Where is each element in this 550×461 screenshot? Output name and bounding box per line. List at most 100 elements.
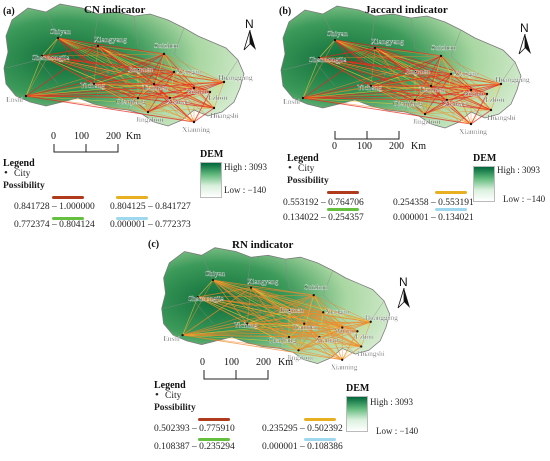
city-dot <box>356 330 359 333</box>
city-label: Xiaogan <box>325 308 350 316</box>
connection-line <box>25 83 95 97</box>
connection-line <box>470 89 492 111</box>
city-label: Huangshi <box>487 113 516 122</box>
connection-line <box>182 323 248 336</box>
connection-line <box>197 294 314 298</box>
connection-line <box>318 39 336 59</box>
scale-tick: 0 <box>200 357 205 368</box>
city-label: Suizhou <box>154 41 179 50</box>
connection-line <box>247 310 290 324</box>
city-label: Qianjiang <box>393 99 423 108</box>
city-dot <box>439 54 443 58</box>
city-label: Xiantao <box>166 97 190 106</box>
connection-line <box>93 53 165 85</box>
legend-city: City <box>14 169 31 179</box>
connection-line <box>247 323 358 332</box>
connection-line <box>374 47 442 57</box>
connection-line <box>25 37 59 97</box>
connection-line <box>318 57 432 87</box>
north-arrow: N <box>396 275 412 309</box>
panel-b: Shiyan Xiangyang Suizhou Shennongjia Jingmen… <box>275 0 550 230</box>
legend-range: 0.000001 – 0.134021 <box>393 213 474 223</box>
connection-line <box>470 83 502 125</box>
city-dot <box>341 358 344 361</box>
connection-line <box>319 312 324 338</box>
connection-line <box>304 321 371 324</box>
connection-line <box>313 294 371 323</box>
connection-line <box>182 294 314 336</box>
connection-line <box>25 95 215 109</box>
city-dot <box>301 96 305 100</box>
connection-line <box>193 81 225 123</box>
north-arrow-icon <box>397 288 410 309</box>
city-dot <box>136 96 140 100</box>
scale-tick: 100 <box>74 131 89 142</box>
connection-line <box>302 39 336 99</box>
city-dot <box>168 96 172 100</box>
connection-line <box>193 107 215 123</box>
connection-line <box>370 85 416 101</box>
city-label: Tianmen <box>293 323 318 331</box>
county-boundary <box>233 295 261 343</box>
connection-line <box>193 87 211 93</box>
legend-range: 0.108387 – 0.235294 <box>154 442 235 452</box>
city-label: Shennongjia <box>32 53 70 62</box>
city-dot <box>211 278 215 282</box>
legend-swatch <box>52 196 84 199</box>
connection-line <box>169 91 211 99</box>
connection-line <box>370 85 472 125</box>
connection-line <box>302 97 448 101</box>
city-label: Ezhou <box>356 333 375 341</box>
county-boundary <box>173 27 199 77</box>
city-label: Huangshi <box>210 111 239 120</box>
connection-line <box>182 296 199 336</box>
county-boundary <box>163 300 195 309</box>
connection-line <box>424 99 448 115</box>
connection-line <box>313 294 362 347</box>
city-dot <box>297 349 300 352</box>
connection-line <box>298 331 358 351</box>
north-label: N <box>399 275 408 289</box>
dem-title: DEM <box>346 383 370 394</box>
city-dot <box>249 286 253 289</box>
city-dot <box>96 44 100 48</box>
scale-line <box>53 144 119 153</box>
connection-line <box>193 87 215 109</box>
connection-line <box>302 71 416 99</box>
connection-line <box>247 311 324 325</box>
legend-possibility: Possibility <box>3 181 45 191</box>
connection-line <box>370 71 416 87</box>
connection-line <box>153 83 211 93</box>
city-label: Yichang <box>357 83 382 92</box>
north-arrow: N <box>242 18 258 51</box>
city-label: Suizhou <box>431 43 456 52</box>
city-dot <box>341 326 344 329</box>
connection-line <box>414 99 492 111</box>
legend-heading: Legend <box>3 158 35 169</box>
city-dot <box>287 309 291 312</box>
city-label: Shennongjia <box>188 295 224 303</box>
city-label: Jingzhou <box>287 354 313 362</box>
city-label: Wuhan <box>186 87 208 96</box>
connection-line <box>450 73 472 125</box>
connection-line <box>288 336 299 351</box>
connection-line <box>288 336 362 347</box>
panel-tag: (b) <box>279 6 292 17</box>
city-dot <box>92 82 96 86</box>
city-dot <box>192 120 196 124</box>
dem-title: DEM <box>200 149 224 160</box>
panel-tag: (a) <box>3 6 15 17</box>
city-label: Qianjiang <box>268 337 296 345</box>
legend-range: 0.772374 – 0.804124 <box>14 220 95 230</box>
connection-line <box>318 57 452 75</box>
connection-line <box>424 89 472 115</box>
city-dot <box>322 311 325 314</box>
connection-line <box>313 294 358 332</box>
connection-line <box>302 85 432 99</box>
legend-city-dot: • <box>4 167 8 179</box>
dem-high: High : 3093 <box>224 162 268 172</box>
connection-line <box>360 321 371 347</box>
connection-line <box>25 95 195 123</box>
connection-line <box>209 81 225 93</box>
city-dot <box>146 110 150 114</box>
